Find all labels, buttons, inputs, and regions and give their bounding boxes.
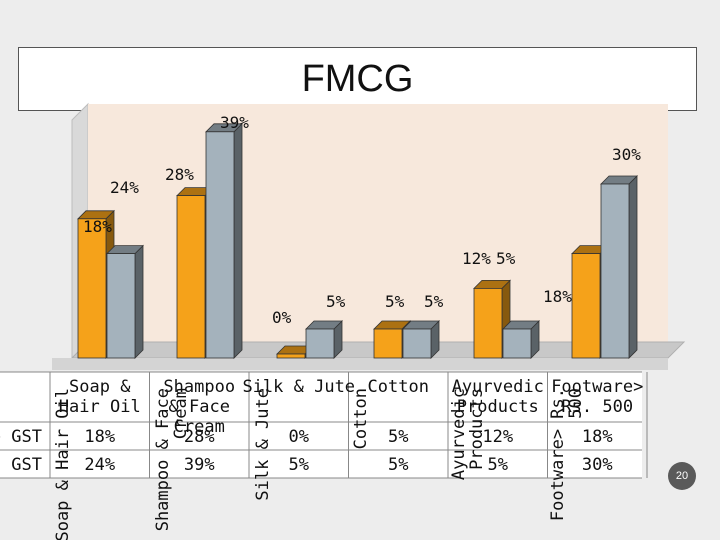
data-label: 18% [83,217,112,236]
axis-category-label: Soap & Hair Oil [53,388,73,540]
chart-floor-front [52,358,668,370]
table-row-label: Post GST [0,455,42,475]
page-title: FMCG [301,58,414,100]
table-cell: 5% [388,427,408,447]
table-cell: 0% [289,427,309,447]
bar [77,218,107,359]
bar [106,253,136,359]
data-label: 28% [165,165,194,184]
data-label: 39% [220,113,249,132]
data-label: 5% [424,292,444,311]
table-cell: 24% [84,455,115,475]
table-cell: 30% [582,455,613,475]
bar [473,287,503,359]
data-label: 18% [543,287,572,306]
bar [176,195,206,359]
table-cell: 5% [289,455,309,475]
table-cell: 18% [84,427,115,447]
table-cell: 5% [388,455,408,475]
axis-category-label: Cotton [351,388,371,449]
title-box: FMCG [18,47,697,111]
table-cell: 18% [582,427,613,447]
table-category-header: Footware> Rs. 500 [551,377,643,417]
table-category-header: Shampoo & Face Cream [163,377,235,437]
bar [276,353,306,359]
bar [502,328,532,359]
data-label: 0% [272,308,292,327]
bar [205,131,235,359]
bar [305,328,335,359]
axis-category-label: AyurvedicProducts [449,388,487,480]
data-label: 24% [110,178,139,197]
bar-side [628,175,638,359]
table-category-header: Cotton [368,377,429,397]
axis-category-label: Footware> Rs.500 [548,388,586,521]
bar [373,328,403,359]
table-category-header: Silk & Jute [242,377,355,397]
bar [571,253,601,359]
data-label: 5% [385,292,405,311]
table-row-label: Pre GST [0,427,42,447]
bar-side [134,244,144,359]
data-label: 5% [496,249,516,268]
bar-side [233,122,243,359]
axis-category-label: Silk & Jute [253,388,273,501]
table-cell: 28% [184,427,215,447]
page-number: 20 [668,462,696,490]
data-label: 12% [462,249,491,268]
axis-category-label: Shampoo & FaceCream [153,388,191,531]
data-label: 30% [612,145,641,164]
table-category-header: Ayurvedic Products [452,377,544,417]
table-category-header: Soap & Hair Oil [59,377,141,417]
data-table-bg [0,372,642,478]
bar [600,183,630,359]
table-cell: 5% [488,455,508,475]
table-cell: 39% [184,455,215,475]
bar [402,328,432,359]
table-cell: 12% [482,427,513,447]
data-label: 5% [326,292,346,311]
